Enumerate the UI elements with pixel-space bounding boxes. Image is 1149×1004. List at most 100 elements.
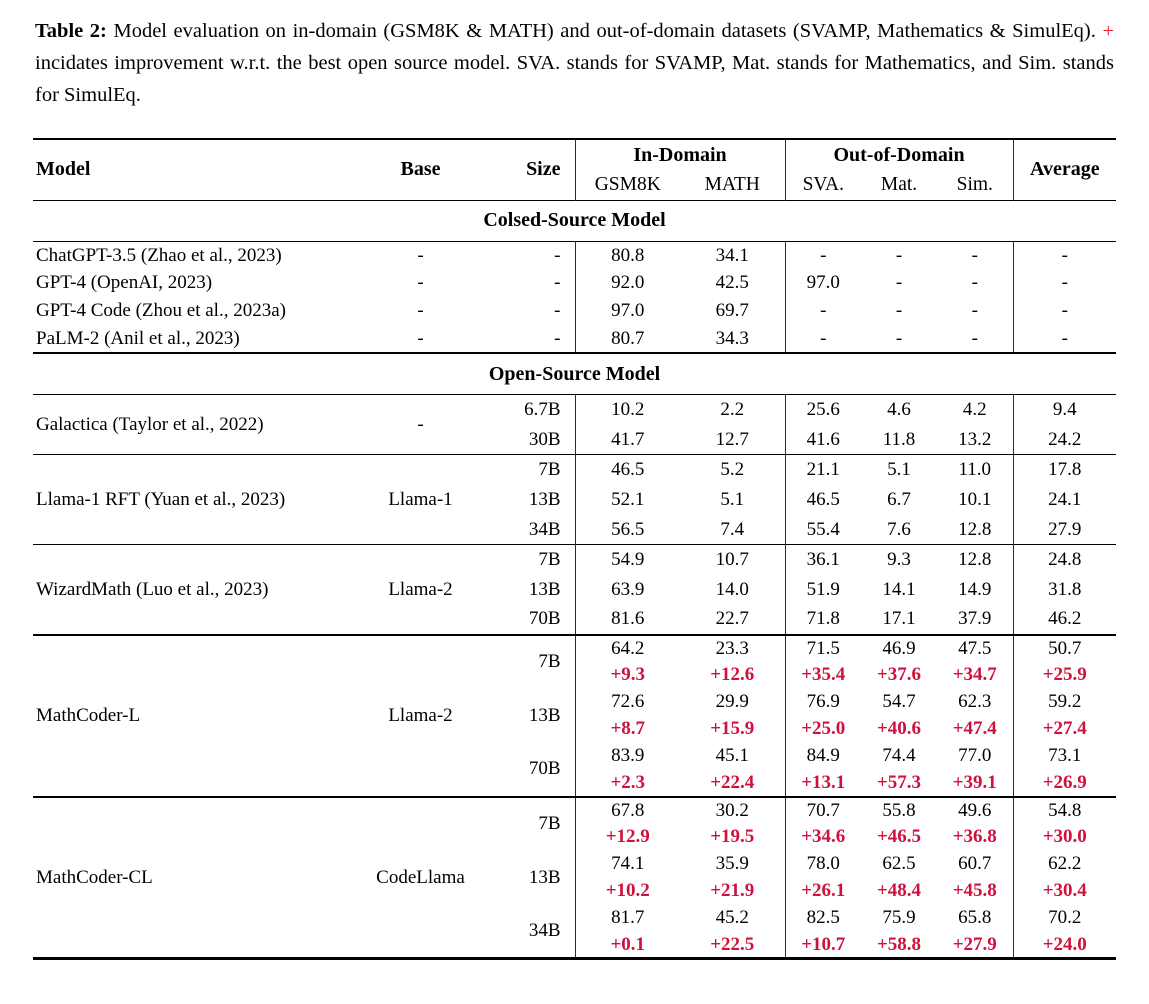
caption-label: Table 2: bbox=[35, 20, 107, 42]
value-cell: 29.9 bbox=[715, 691, 749, 713]
value-cell: 10.1 bbox=[958, 488, 992, 510]
value-cell: 30.2 bbox=[715, 799, 749, 821]
model-cell: WizardMath (Luo et al., 2023) bbox=[36, 578, 269, 600]
value-cell: 13.2 bbox=[958, 428, 992, 450]
delta-cell: +26.9 bbox=[1012, 769, 1117, 797]
delta-cell: +30.4 bbox=[1012, 877, 1117, 905]
caption-text-1: Model evaluation on in-domain (GSM8K & M… bbox=[113, 20, 1096, 42]
value-cell: 52.1 bbox=[574, 484, 680, 515]
group-mathcoder-cl: MathCoder-CL CodeLlama 7B 67.8 30.2 70.7… bbox=[33, 796, 1117, 959]
section-closed-source: Colsed-Source Model bbox=[33, 200, 1117, 242]
value-cell: 71.8 bbox=[784, 604, 862, 635]
value-cell: 2.2 bbox=[720, 399, 745, 421]
size-cell: 6.7B bbox=[524, 399, 561, 421]
table-row: 13B 52.1 5.1 46.5 6.7 10.1 24.1 bbox=[33, 484, 1117, 515]
value-cell: 76.9 bbox=[784, 688, 862, 716]
base-cell: - bbox=[417, 244, 424, 266]
delta-cell: +12.6 bbox=[710, 664, 755, 686]
delta-cell: +25.0 bbox=[784, 715, 862, 743]
value-cell: - bbox=[895, 300, 903, 322]
size-cell: - bbox=[554, 327, 561, 349]
delta-cell: +47.4 bbox=[952, 718, 997, 740]
delta-cell: +35.4 bbox=[784, 661, 862, 689]
base-cell: Llama-2 bbox=[388, 704, 453, 726]
table-row: WizardMath (Luo et al., 2023) Llama-2 7B… bbox=[33, 544, 1117, 600]
table-row: MathCoder-CL CodeLlama 7B 67.8 30.2 70.7… bbox=[33, 796, 1117, 888]
value-cell: 4.6 bbox=[887, 399, 911, 421]
group-mathcoder-l: MathCoder-L Llama-2 7B 64.2 23.3 71.5 46… bbox=[33, 634, 1117, 797]
size-cell: 34B bbox=[528, 920, 561, 942]
value-cell: 41.7 bbox=[574, 424, 680, 455]
table-row: 34B 81.7 45.2 82.5 75.9 65.8 70.2 bbox=[33, 904, 1117, 941]
value-cell: 62.5 bbox=[882, 853, 916, 875]
delta-cell: +57.3 bbox=[876, 771, 922, 793]
base-cell: - bbox=[417, 272, 424, 294]
table-row: 13B 72.6 29.9 76.9 54.7 62.3 59.2 bbox=[33, 688, 1117, 726]
value-cell: 24.2 bbox=[1012, 424, 1117, 455]
value-cell: 74.4 bbox=[882, 745, 916, 767]
table-row: MathCoder-L Llama-2 7B 64.2 23.3 71.5 46… bbox=[33, 634, 1117, 726]
value-cell: 46.5 bbox=[574, 454, 680, 485]
delta-cell: +9.3 bbox=[574, 661, 680, 689]
size-cell: 7B bbox=[538, 549, 561, 571]
value-cell: 34.3 bbox=[715, 327, 749, 349]
value-cell: 46.9 bbox=[882, 637, 916, 659]
value-cell: 14.1 bbox=[882, 578, 916, 600]
column-header-svamp: SVA. bbox=[784, 170, 862, 201]
table-row: ChatGPT-3.5 (Zhao et al., 2023) - - 80.8… bbox=[33, 241, 1117, 270]
delta-cell: +27.4 bbox=[1012, 715, 1117, 743]
value-cell: 27.9 bbox=[1012, 514, 1117, 545]
value-cell: 74.1 bbox=[574, 850, 680, 878]
delta-row: +10.2 +21.9 +26.1 +48.4 +45.8 +30.4 bbox=[33, 877, 1117, 905]
value-cell: 11.8 bbox=[882, 428, 916, 450]
value-cell: 47.5 bbox=[958, 637, 992, 659]
size-cell: - bbox=[554, 300, 561, 322]
value-cell: - bbox=[895, 327, 903, 349]
value-cell: 14.9 bbox=[958, 578, 992, 600]
table-row: 13B 74.1 35.9 78.0 62.5 60.7 62.2 bbox=[33, 850, 1117, 888]
value-cell: 46.2 bbox=[1012, 604, 1117, 635]
value-cell: 78.0 bbox=[784, 850, 862, 878]
value-cell: 97.0 bbox=[784, 269, 862, 298]
delta-cell: +58.8 bbox=[876, 933, 922, 955]
delta-cell: +39.1 bbox=[952, 771, 997, 793]
value-cell: 75.9 bbox=[882, 907, 916, 929]
table-row: Galactica (Taylor et al., 2022) - 6.7B 1… bbox=[33, 394, 1117, 435]
table-row: PaLM-2 (Anil et al., 2023) - - 80.7 34.3… bbox=[33, 325, 1117, 354]
table-row: GPT-4 Code (Zhou et al., 2023a) - - 97.0… bbox=[33, 297, 1117, 326]
value-cell: 67.8 bbox=[574, 796, 680, 824]
column-header-average: Average bbox=[1012, 138, 1117, 201]
delta-cell: +15.9 bbox=[710, 718, 755, 740]
value-cell: 55.4 bbox=[784, 514, 862, 545]
table-row: GPT-4 (OpenAI, 2023) - - 92.0 42.5 97.0 … bbox=[33, 269, 1117, 298]
value-cell: 80.7 bbox=[574, 325, 680, 354]
delta-cell: +36.8 bbox=[952, 826, 997, 848]
value-cell: 7.6 bbox=[887, 518, 911, 540]
base-cell: - bbox=[417, 300, 424, 322]
delta-cell: +25.9 bbox=[1012, 661, 1117, 689]
table-row: 30B 41.7 12.7 41.6 11.8 13.2 24.2 bbox=[33, 424, 1117, 455]
model-cell: ChatGPT-3.5 (Zhao et al., 2023) bbox=[36, 244, 282, 266]
caption-plus-symbol: + bbox=[1102, 20, 1115, 42]
model-cell: GPT-4 Code (Zhou et al., 2023a) bbox=[36, 300, 286, 322]
size-cell: 13B bbox=[528, 866, 561, 888]
value-cell: - bbox=[971, 327, 978, 349]
value-cell: 54.9 bbox=[574, 544, 680, 575]
model-cell: MathCoder-L bbox=[36, 704, 141, 726]
value-cell: 10.7 bbox=[715, 549, 749, 571]
section-header-row: Colsed-Source Model bbox=[33, 200, 1116, 241]
model-cell: PaLM-2 (Anil et al., 2023) bbox=[36, 327, 240, 349]
size-cell: 70B bbox=[528, 758, 561, 780]
paper-table-figure: Table 2: Model evaluation on in-domain (… bbox=[33, 20, 1117, 961]
table-row: 70B 83.9 45.1 84.9 74.4 77.0 73.1 bbox=[33, 742, 1117, 779]
size-cell: 34B bbox=[528, 518, 561, 540]
value-cell: 45.2 bbox=[715, 907, 749, 929]
delta-cell: +8.7 bbox=[574, 715, 680, 743]
value-cell: 82.5 bbox=[784, 904, 862, 932]
size-cell: 7B bbox=[538, 651, 561, 673]
delta-cell: +2.3 bbox=[574, 769, 680, 797]
value-cell: 42.5 bbox=[715, 272, 749, 294]
delta-row: +0.1 +22.5 +10.7 +58.8 +27.9 +24.0 bbox=[33, 931, 1117, 959]
column-header-in-domain: In-Domain bbox=[574, 138, 786, 171]
model-cell: Llama-1 RFT (Yuan et al., 2023) bbox=[36, 488, 286, 510]
